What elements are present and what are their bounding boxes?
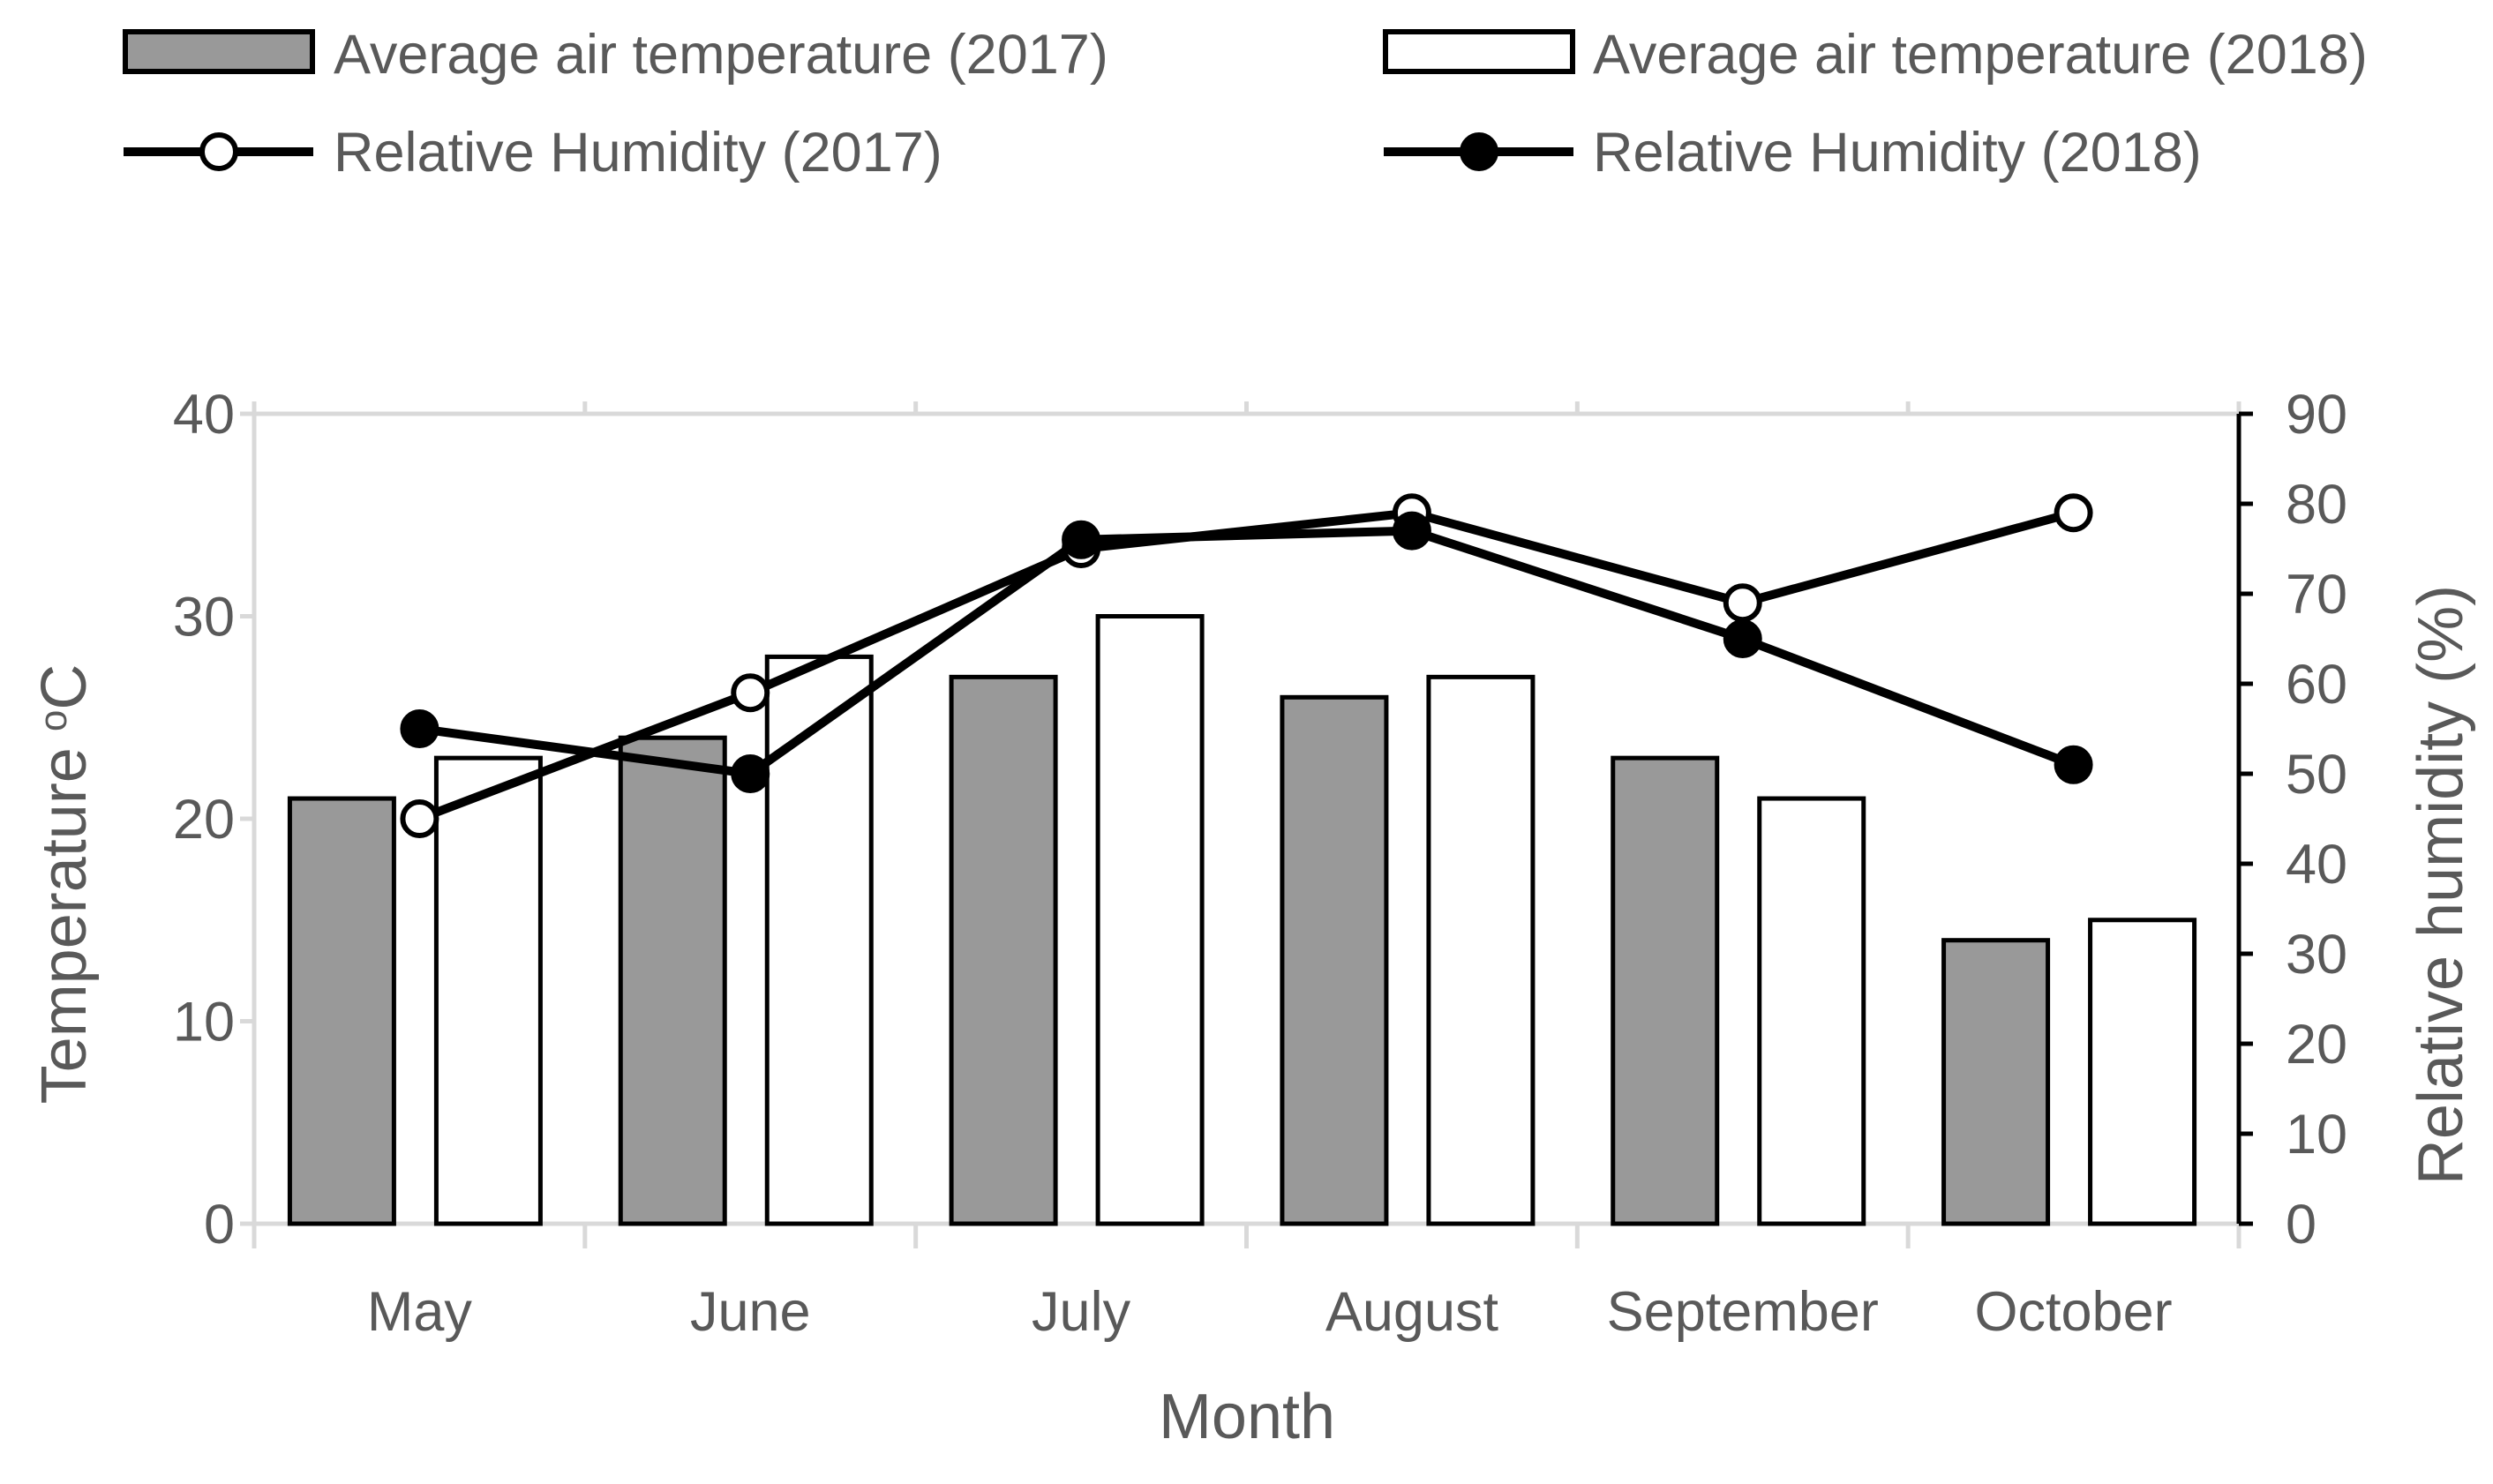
point-rh-2018-june [731,754,770,793]
y-left-tick-label: 20 [173,789,235,851]
bar-september-2018 [1757,796,1866,1226]
y-axis-left-title: TemperatureoC [29,664,100,1105]
y-right-tick-label: 10 [2286,1104,2347,1165]
y-right-tick-label: 50 [2286,744,2347,806]
legend-label-rh-2018: Relative Humidity (2018) [1593,122,2202,184]
x-axis-title: Month [1159,1382,1335,1452]
point-rh-2018-august [1392,511,1431,551]
legend-label-rh-2017: Relative Humidity (2017) [334,122,942,184]
legend-label-temp-2018: Average air temperature (2018) [1593,24,2368,86]
legend-item-temp-2017: Average air temperature (2017) [123,24,1108,86]
y-axis-right-title: Relative humidity (%) [2406,585,2476,1185]
y-right-tick-label: 90 [2286,384,2347,446]
bar-june-2017 [618,735,727,1226]
legend-swatch-temp-2018 [1383,29,1575,74]
point-rh-2018-july [1062,520,1101,559]
x-tick-label-september: September [1607,1281,1879,1343]
legend-label-temp-2017: Average air temperature (2017) [334,24,1108,86]
bar-may-2018 [433,755,543,1226]
legend-swatch-temp-2017 [123,29,315,74]
bar-october-2018 [2088,918,2197,1226]
legend: Average air temperature (2017) Average a… [123,24,2368,184]
x-tick-label-october: October [1975,1281,2173,1343]
y-right-tick-label: 60 [2286,654,2347,716]
bar-october-2017 [1941,938,2051,1226]
bar-june-2018 [764,654,874,1226]
y-right-tick-label: 30 [2286,924,2347,986]
bar-september-2017 [1611,755,1720,1226]
legend-item-temp-2018: Average air temperature (2018) [1383,24,2368,86]
x-tick-label-august: August [1325,1281,1499,1343]
bar-august-2017 [1280,694,1389,1226]
y-left-tick-label: 40 [173,384,235,446]
y-left-tick-label: 30 [173,587,235,648]
legend-marker-rh-2017 [199,132,238,171]
x-tick-label-june: June [690,1281,811,1343]
x-tick-label-may: May [367,1281,473,1343]
legend-item-rh-2018: Relative Humidity (2018) [1384,122,2202,184]
legend-marker-rh-2018 [1460,132,1498,171]
point-rh-2018-october [2054,745,2093,784]
y-right-tick-label: 20 [2286,1014,2347,1076]
line-rh-2017 [417,508,2075,823]
plot-area: 0 10 20 30 40 0 10 20 30 40 50 60 70 80 90 May June July A… [173,384,2347,1343]
point-rh-2018-may [400,709,439,748]
y-left-tick-label: 0 [204,1194,235,1255]
y-left-tick-label: 10 [173,992,235,1053]
y-right-tick-label: 80 [2286,474,2347,536]
y-right-tick-label: 40 [2286,834,2347,896]
point-rh-2017-may [400,799,439,838]
point-rh-2018-september [1723,619,1762,658]
point-rh-2017-october [2054,493,2093,533]
point-rh-2017-june [731,673,770,713]
point-rh-2017-september [1723,583,1762,623]
bar-july-2018 [1095,614,1205,1226]
y-right-tick-label: 0 [2286,1194,2317,1255]
x-tick-label-july: July [1032,1281,1131,1343]
y-right-tick-label: 70 [2286,564,2347,626]
bar-july-2017 [949,674,1058,1226]
legend-item-rh-2017: Relative Humidity (2017) [124,122,942,184]
line-rh-2018 [418,526,2076,778]
bar-may-2017 [287,796,396,1226]
bar-august-2018 [1426,674,1536,1226]
